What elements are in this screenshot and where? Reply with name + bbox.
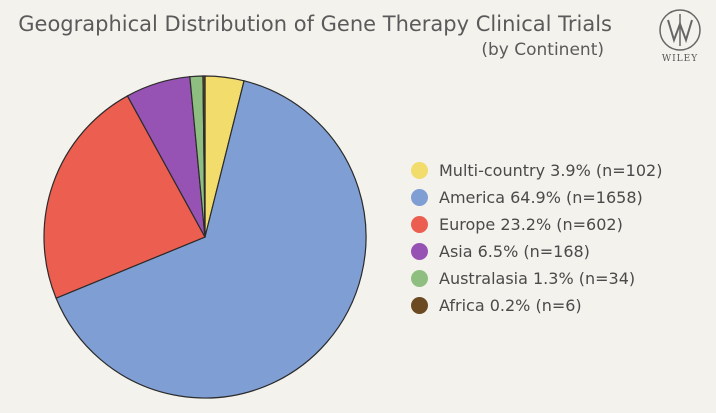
legend-label: America 64.9% (n=1658): [439, 188, 643, 207]
logo-text: WILEY: [661, 54, 699, 64]
legend-item: America 64.9% (n=1658): [411, 184, 662, 211]
pie-slice-america: [55, 80, 367, 399]
chart-title-block: Geographical Distribution of Gene Therap…: [12, 12, 612, 60]
legend-label: Asia 6.5% (n=168): [439, 242, 590, 261]
wiley-logo: WILEY: [650, 8, 710, 64]
legend-item: Asia 6.5% (n=168): [411, 238, 662, 265]
legend-label: Multi-country 3.9% (n=102): [439, 161, 663, 180]
legend-item: Multi-country 3.9% (n=102): [411, 157, 662, 184]
legend-swatch: [411, 162, 428, 179]
legend-swatch: [411, 270, 428, 287]
legend-label: Europe 23.2% (n=602): [439, 215, 623, 234]
legend-label: Africa 0.2% (n=6): [439, 296, 582, 315]
chart-legend: Multi-country 3.9% (n=102) America 64.9% …: [411, 157, 662, 319]
legend-swatch: [411, 243, 428, 260]
legend-item: Europe 23.2% (n=602): [411, 211, 662, 238]
legend-label: Australasia 1.3% (n=34): [439, 269, 636, 288]
pie-slice-europe: [43, 95, 206, 299]
legend-item: Africa 0.2% (n=6): [411, 292, 662, 319]
legend-swatch: [411, 189, 428, 206]
pie-slices: [43, 75, 367, 399]
wiley-seal-icon: [659, 9, 701, 51]
legend-swatch: [411, 216, 428, 233]
legend-item: Australasia 1.3% (n=34): [411, 265, 662, 292]
chart-title: Geographical Distribution of Gene Therap…: [18, 12, 612, 36]
pie-slice-africa: [202, 75, 206, 238]
legend-swatch: [411, 297, 428, 314]
chart-subtitle: (by Continent): [481, 40, 604, 60]
